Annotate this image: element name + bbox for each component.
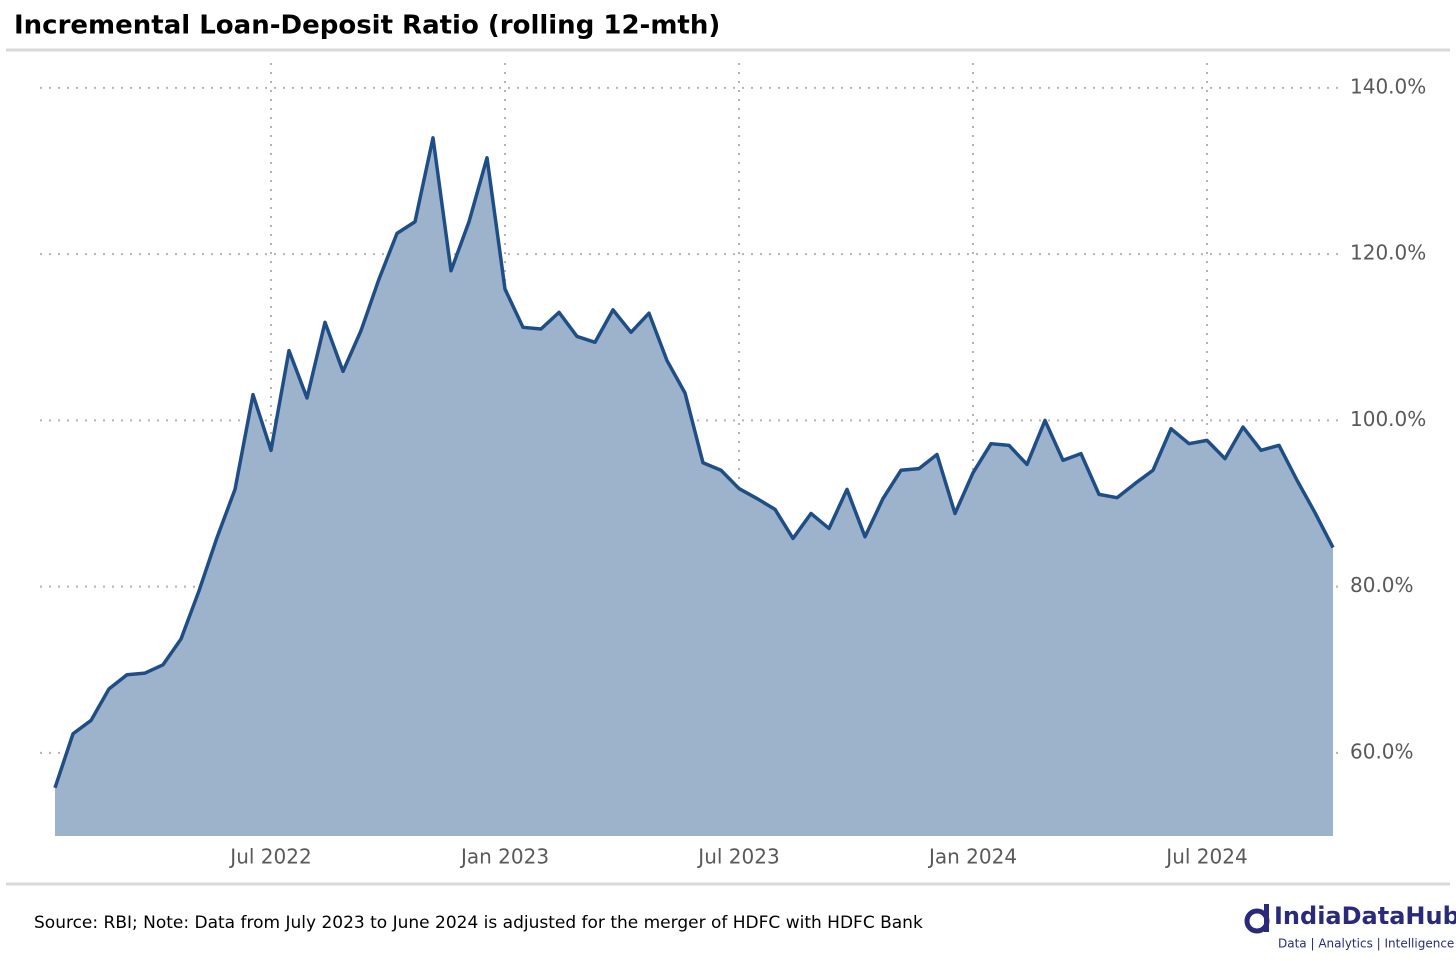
area: [55, 137, 1333, 836]
x-tick-label: Jul 2022: [228, 845, 311, 869]
source-note: Source: RBI; Note: Data from July 2023 t…: [34, 913, 923, 933]
chart-title: Incremental Loan-Deposit Ratio (rolling …: [14, 11, 720, 41]
x-tick-label: Jul 2023: [696, 845, 779, 869]
x-tick-label: Jan 2024: [927, 845, 1017, 869]
y-tick-label: 120.0%: [1350, 241, 1426, 265]
y-tick-label: 140.0%: [1350, 74, 1426, 98]
logo-icon: [1264, 904, 1269, 932]
x-tick-label: Jul 2024: [1164, 845, 1247, 869]
line: [53, 136, 1335, 789]
brand-logo: IndiaDataHub Data | Analytics | Intellig…: [1244, 902, 1456, 951]
y-tick-label: 80.0%: [1350, 573, 1414, 597]
y-tick-label: 60.0%: [1350, 739, 1414, 763]
x-tick-label: Jan 2023: [459, 845, 549, 869]
y-tick-label: 100.0%: [1350, 407, 1426, 431]
brand-name: IndiaDataHub: [1274, 902, 1456, 930]
brand-tagline: Data | Analytics | Intelligence: [1278, 937, 1454, 951]
